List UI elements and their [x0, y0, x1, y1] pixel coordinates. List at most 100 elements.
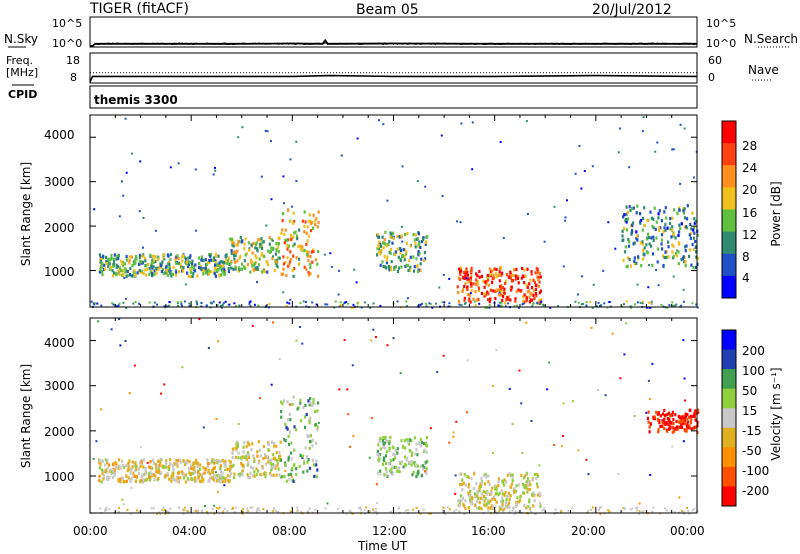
- power-colorbar-swatch: [722, 187, 736, 210]
- power-echo-cell: [288, 260, 292, 264]
- power-ground-point: [639, 301, 642, 304]
- velocity-echo-cell: [680, 425, 684, 430]
- power-echo-cell: [530, 298, 534, 302]
- power-echo-cell: [144, 268, 147, 272]
- velocity-echo-cell: [235, 448, 238, 452]
- velocity-echo-cell: [378, 453, 382, 457]
- velocity-echo-cell: [305, 412, 308, 417]
- velocity-echo-cell: [684, 421, 687, 425]
- velocity-ground-point: [453, 510, 456, 513]
- velocity-scatter-point: [214, 471, 217, 474]
- velocity-echo-cell: [246, 441, 249, 445]
- velocity-echo-cell: [192, 467, 195, 471]
- velocity-echo-cell: [184, 460, 187, 464]
- velocity-echo-cell: [697, 410, 700, 414]
- velocity-echo-cell: [168, 477, 171, 481]
- power-echo-cell: [683, 216, 687, 220]
- velocity-echo-cell: [483, 499, 486, 503]
- velocity-ground-point: [246, 510, 249, 513]
- velocity-ground-point: [664, 507, 667, 510]
- velocity-echo-cell: [219, 480, 222, 484]
- power-echo-cell: [413, 238, 416, 242]
- power-echo-cell: [148, 272, 151, 276]
- power-echo-cell: [252, 241, 255, 245]
- velocity-echo-cell: [286, 427, 289, 431]
- velocity-echo-cell: [182, 459, 185, 463]
- power-echo-cell: [103, 263, 106, 267]
- power-echo-cell: [139, 260, 142, 264]
- power-echo-cell: [135, 257, 138, 261]
- velocity-echo-cell: [514, 505, 518, 509]
- power-echo-cell: [186, 271, 189, 275]
- power-echo-cell: [495, 267, 498, 272]
- power-echo-cell: [692, 266, 695, 270]
- power-echo-cell: [505, 273, 508, 277]
- power-scatter-point: [498, 291, 501, 294]
- velocity-echo-cell: [470, 476, 473, 481]
- velocity-echo-cell: [511, 473, 514, 477]
- power-echo-cell: [625, 220, 628, 224]
- velocity-ground-point: [352, 512, 354, 515]
- velocity-echo-cell: [270, 473, 273, 477]
- power-echo-cell: [109, 257, 112, 261]
- velocity-scatter-point: [604, 394, 607, 397]
- velocity-ground-point: [241, 512, 244, 515]
- power-echo-cell: [378, 240, 381, 244]
- velocity-echo-cell: [467, 475, 470, 479]
- power-scatter-point: [614, 247, 617, 250]
- power-echo-cell: [622, 215, 625, 219]
- velocity-echo-cell: [657, 428, 660, 432]
- power-echo-cell: [418, 242, 421, 246]
- power-echo-cell: [635, 211, 638, 215]
- power-echo-cell: [499, 285, 502, 289]
- velocity-echo-cell: [499, 507, 502, 511]
- power-echo-cell: [677, 250, 680, 254]
- velocity-echo-cell: [668, 417, 671, 422]
- power-echo-cell: [633, 256, 636, 260]
- power-echo-cell: [182, 269, 185, 273]
- power-echo-cell: [287, 208, 290, 212]
- power-echo-cell: [221, 260, 225, 264]
- velocity-echo-cell: [228, 469, 231, 473]
- power-echo-cell: [669, 221, 672, 225]
- velocity-echo-cell: [691, 414, 695, 418]
- velocity-scatter-point: [678, 419, 681, 421]
- velocity-echo-cell: [139, 461, 142, 465]
- velocity-echo-cell: [221, 471, 224, 475]
- velocity-echo-cell: [666, 412, 669, 416]
- power-echo-cell: [422, 258, 426, 262]
- power-echo-cell: [384, 265, 387, 269]
- velocity-echo-cell: [482, 473, 486, 477]
- power-echo-cell: [379, 244, 383, 248]
- velocity-scatter-point: [228, 459, 231, 462]
- power-echo-cell: [535, 266, 538, 271]
- power-echo-cell: [182, 266, 185, 270]
- power-echo-cell: [289, 250, 292, 254]
- velocity-echo-cell: [480, 481, 483, 485]
- power-echo-cell: [494, 296, 497, 301]
- velocity-scatter-point: [237, 423, 240, 425]
- velocity-echo-cell: [262, 457, 265, 461]
- power-echo-cell: [234, 267, 237, 271]
- velocity-scatter-point: [492, 452, 494, 455]
- power-scatter-point: [163, 258, 166, 261]
- power-ground-point: [500, 301, 503, 304]
- power-echo-cell: [309, 272, 312, 276]
- cpid-program: themis 3300: [94, 93, 178, 107]
- power-echo-cell: [418, 240, 421, 244]
- velocity-echo-cell: [256, 450, 259, 454]
- velocity-echo-cell: [184, 480, 187, 484]
- power-scatter-point: [295, 140, 298, 143]
- power-echo-cell: [622, 258, 625, 262]
- velocity-echo-cell: [313, 474, 316, 478]
- power-ground-point: [428, 302, 431, 305]
- power-echo-cell: [695, 255, 698, 259]
- velocity-scatter-point: [651, 362, 654, 365]
- power-echo-cell: [629, 264, 633, 268]
- velocity-echo-cell: [515, 502, 518, 506]
- power-echo-cell: [539, 275, 542, 279]
- power-echo-cell: [694, 219, 697, 224]
- power-echo-cell: [693, 225, 696, 230]
- velocity-ground-point: [449, 508, 451, 511]
- power-scatter-point: [260, 175, 263, 178]
